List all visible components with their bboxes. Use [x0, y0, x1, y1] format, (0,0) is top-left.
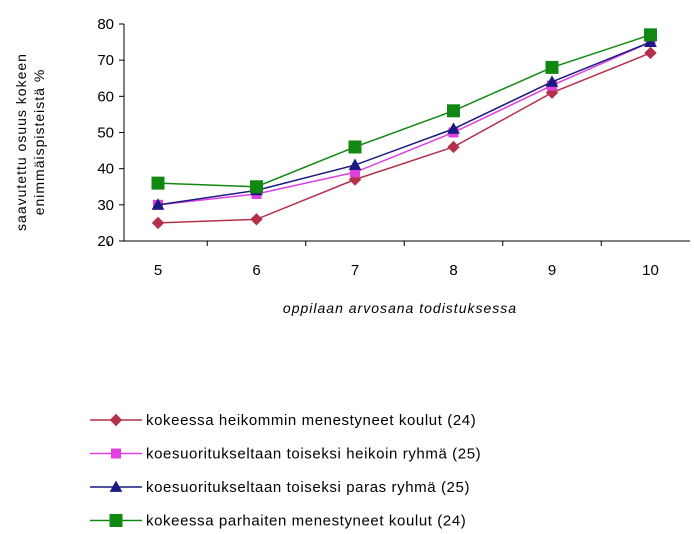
legend-swatch-marker — [109, 480, 123, 492]
series-4-point — [644, 28, 657, 42]
y-tick-label: 30 — [97, 197, 114, 214]
x-tick-label: 10 — [642, 262, 659, 279]
x-axis-title: oppilaan arvosana todistuksessa — [283, 300, 517, 316]
series-1 — [151, 46, 657, 230]
series-4-point — [151, 176, 165, 190]
legend-label: koesuoritukseltaan toiseksi heikoin ryhm… — [146, 446, 481, 463]
series-4-point — [348, 140, 362, 154]
series-1-point — [644, 46, 657, 60]
series-3-point — [447, 122, 460, 134]
y-axis-title: saavutettu osuus kokeen enimmäispisteist… — [13, 53, 47, 231]
series-4-point — [545, 60, 559, 74]
x-axis-ticks: 5 6 7 8 9 10 — [108, 241, 659, 279]
series-3-point — [545, 75, 559, 87]
x-tick-label: 6 — [252, 262, 260, 279]
series-3-point — [644, 35, 657, 47]
legend-swatch-marker — [109, 514, 123, 527]
series-1-point — [151, 216, 165, 230]
series-2-line — [157, 41, 651, 206]
series-1-line — [157, 52, 651, 224]
series-1-point — [447, 140, 460, 154]
y-tick-label: 70 — [97, 52, 114, 69]
x-tick-label: 9 — [548, 262, 556, 279]
legend-item-1: kokeessa heikommin menestyneet koulut (2… — [90, 412, 476, 429]
legend-item-4: kokeessa parhaiten menestyneet koulut (2… — [90, 513, 466, 530]
series-3-point — [348, 158, 362, 170]
y-tick-label: 60 — [97, 88, 114, 105]
legend-swatch-marker — [109, 413, 123, 427]
series-4-point — [447, 104, 460, 118]
legend-label: kokeessa heikommin menestyneet koulut (2… — [146, 412, 476, 429]
legend-label: kokeessa parhaiten menestyneet koulut (2… — [146, 513, 466, 530]
series-layer — [151, 28, 657, 230]
y-tick-label: 40 — [97, 161, 114, 178]
series-4 — [151, 28, 657, 194]
series-2 — [153, 37, 656, 210]
x-tick-label: 5 — [154, 262, 162, 279]
legend-item-2: koesuoritukseltaan toiseksi heikoin ryhm… — [90, 446, 481, 463]
series-4-line — [157, 34, 651, 188]
x-tick-label: 8 — [449, 262, 457, 279]
legend: kokeessa heikommin menestyneet koulut (2… — [90, 412, 481, 530]
y-axis-title-line-2: enimmäispisteistä % — [31, 69, 47, 216]
series-1-point — [250, 213, 263, 226]
series-3 — [151, 35, 657, 210]
legend-swatch-marker — [111, 448, 121, 459]
series-4-point — [250, 180, 263, 194]
legend-label: koesuoritukseltaan toiseksi paras ryhmä … — [146, 479, 470, 496]
series-3-point — [151, 198, 165, 210]
y-tick-label: 50 — [97, 125, 114, 142]
y-axis-ticks: 20 30 40 50 60 70 80 — [97, 16, 124, 250]
y-axis-title-line-1: saavutettu osuus kokeen — [13, 53, 29, 231]
y-tick-label: 80 — [97, 16, 114, 33]
series-3-line — [157, 41, 651, 206]
y-tick-label: 20 — [97, 233, 114, 250]
legend-item-3: koesuoritukseltaan toiseksi paras ryhmä … — [90, 479, 470, 496]
x-tick-label: 7 — [351, 262, 359, 279]
